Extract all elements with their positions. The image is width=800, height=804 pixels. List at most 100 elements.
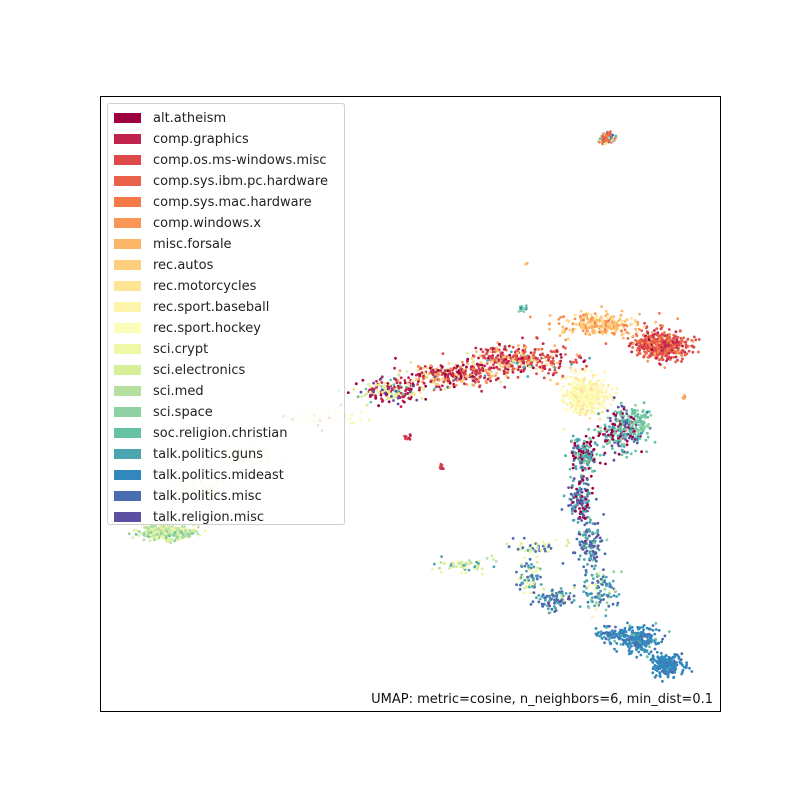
scatter-point <box>654 628 658 631</box>
scatter-point <box>502 372 506 375</box>
legend-entry: rec.motorcycles <box>114 276 256 296</box>
scatter-point <box>439 570 443 574</box>
scatter-point <box>446 369 450 372</box>
scatter-point <box>496 376 500 380</box>
scatter-point <box>582 461 586 464</box>
scatter-point <box>640 414 643 417</box>
scatter-point <box>589 540 592 544</box>
scatter-point <box>635 353 639 357</box>
scatter-point <box>348 417 352 421</box>
scatter-point <box>502 369 506 373</box>
scatter-point <box>354 382 358 386</box>
scatter-point <box>608 323 612 326</box>
scatter-point <box>596 579 600 583</box>
scatter-point <box>621 450 624 453</box>
scatter-point <box>608 393 612 396</box>
scatter-point <box>508 353 512 357</box>
scatter-point <box>496 341 500 345</box>
scatter-point <box>460 370 464 374</box>
legend-swatch <box>114 449 141 459</box>
scatter-point <box>386 384 390 388</box>
scatter-point <box>608 636 612 639</box>
scatter-point <box>519 306 523 310</box>
scatter-point <box>579 402 582 406</box>
scatter-point <box>591 410 595 413</box>
scatter-point <box>578 605 582 608</box>
scatter-point <box>642 624 646 627</box>
scatter-point <box>599 634 602 638</box>
scatter-point <box>575 361 579 364</box>
scatter-point <box>680 349 684 353</box>
scatter-point <box>414 378 418 382</box>
scatter-point <box>447 361 451 365</box>
scatter-point <box>639 426 643 430</box>
scatter-point <box>640 329 644 332</box>
scatter-point <box>644 644 648 648</box>
scatter-point <box>598 324 602 328</box>
scatter-point <box>579 411 583 415</box>
scatter-point <box>585 591 588 595</box>
scatter-point <box>517 347 521 351</box>
scatter-point <box>374 383 378 387</box>
scatter-point <box>648 344 652 348</box>
scatter-point <box>375 388 379 392</box>
scatter-point <box>589 317 593 321</box>
scatter-point <box>546 607 550 611</box>
legend-entry: rec.sport.hockey <box>114 318 261 338</box>
scatter-point <box>498 342 501 346</box>
scatter-point <box>627 331 631 335</box>
scatter-point <box>571 322 575 326</box>
scatter-point <box>410 392 414 396</box>
scatter-point <box>598 461 602 465</box>
scatter-point <box>418 386 421 390</box>
scatter-point <box>660 640 663 644</box>
scatter-point <box>581 468 585 472</box>
scatter-point <box>578 515 582 519</box>
legend-label: sci.crypt <box>153 341 209 357</box>
scatter-point <box>593 522 597 526</box>
scatter-point <box>518 359 521 363</box>
scatter-point <box>530 548 533 552</box>
scatter-point <box>435 385 438 389</box>
scatter-point <box>595 393 599 397</box>
scatter-point <box>591 470 594 473</box>
scatter-point <box>576 500 580 504</box>
scatter-point <box>536 542 539 546</box>
scatter-point <box>645 641 649 645</box>
scatter-point <box>526 575 529 579</box>
scatter-point <box>657 334 661 337</box>
scatter-point <box>620 453 624 457</box>
scatter-point <box>584 324 587 328</box>
scatter-point <box>572 410 575 414</box>
scatter-point <box>574 509 577 513</box>
scatter-point <box>572 393 576 397</box>
scatter-point <box>599 540 602 543</box>
scatter-point <box>475 350 478 354</box>
scatter-point <box>577 452 581 455</box>
scatter-point <box>618 637 621 641</box>
scatter-point <box>587 428 590 431</box>
scatter-point <box>667 355 671 358</box>
scatter-point <box>415 398 419 402</box>
legend-label: rec.autos <box>153 257 214 273</box>
scatter-point <box>368 385 372 388</box>
scatter-point <box>440 365 444 369</box>
scatter-point <box>607 592 611 595</box>
scatter-point <box>551 373 555 377</box>
scatter-point <box>535 561 539 564</box>
scatter-point <box>543 367 547 370</box>
scatter-point <box>610 395 614 399</box>
scatter-point <box>583 487 587 491</box>
scatter-point <box>574 322 578 326</box>
scatter-point <box>613 332 616 335</box>
scatter-point <box>491 355 494 359</box>
scatter-point <box>552 350 555 353</box>
scatter-point <box>691 339 695 343</box>
scatter-point <box>455 364 459 368</box>
scatter-point <box>641 423 645 427</box>
scatter-point <box>605 601 609 605</box>
scatter-point <box>569 492 573 496</box>
scatter-point <box>645 347 649 350</box>
scatter-point <box>425 374 429 378</box>
scatter-point <box>546 550 550 554</box>
